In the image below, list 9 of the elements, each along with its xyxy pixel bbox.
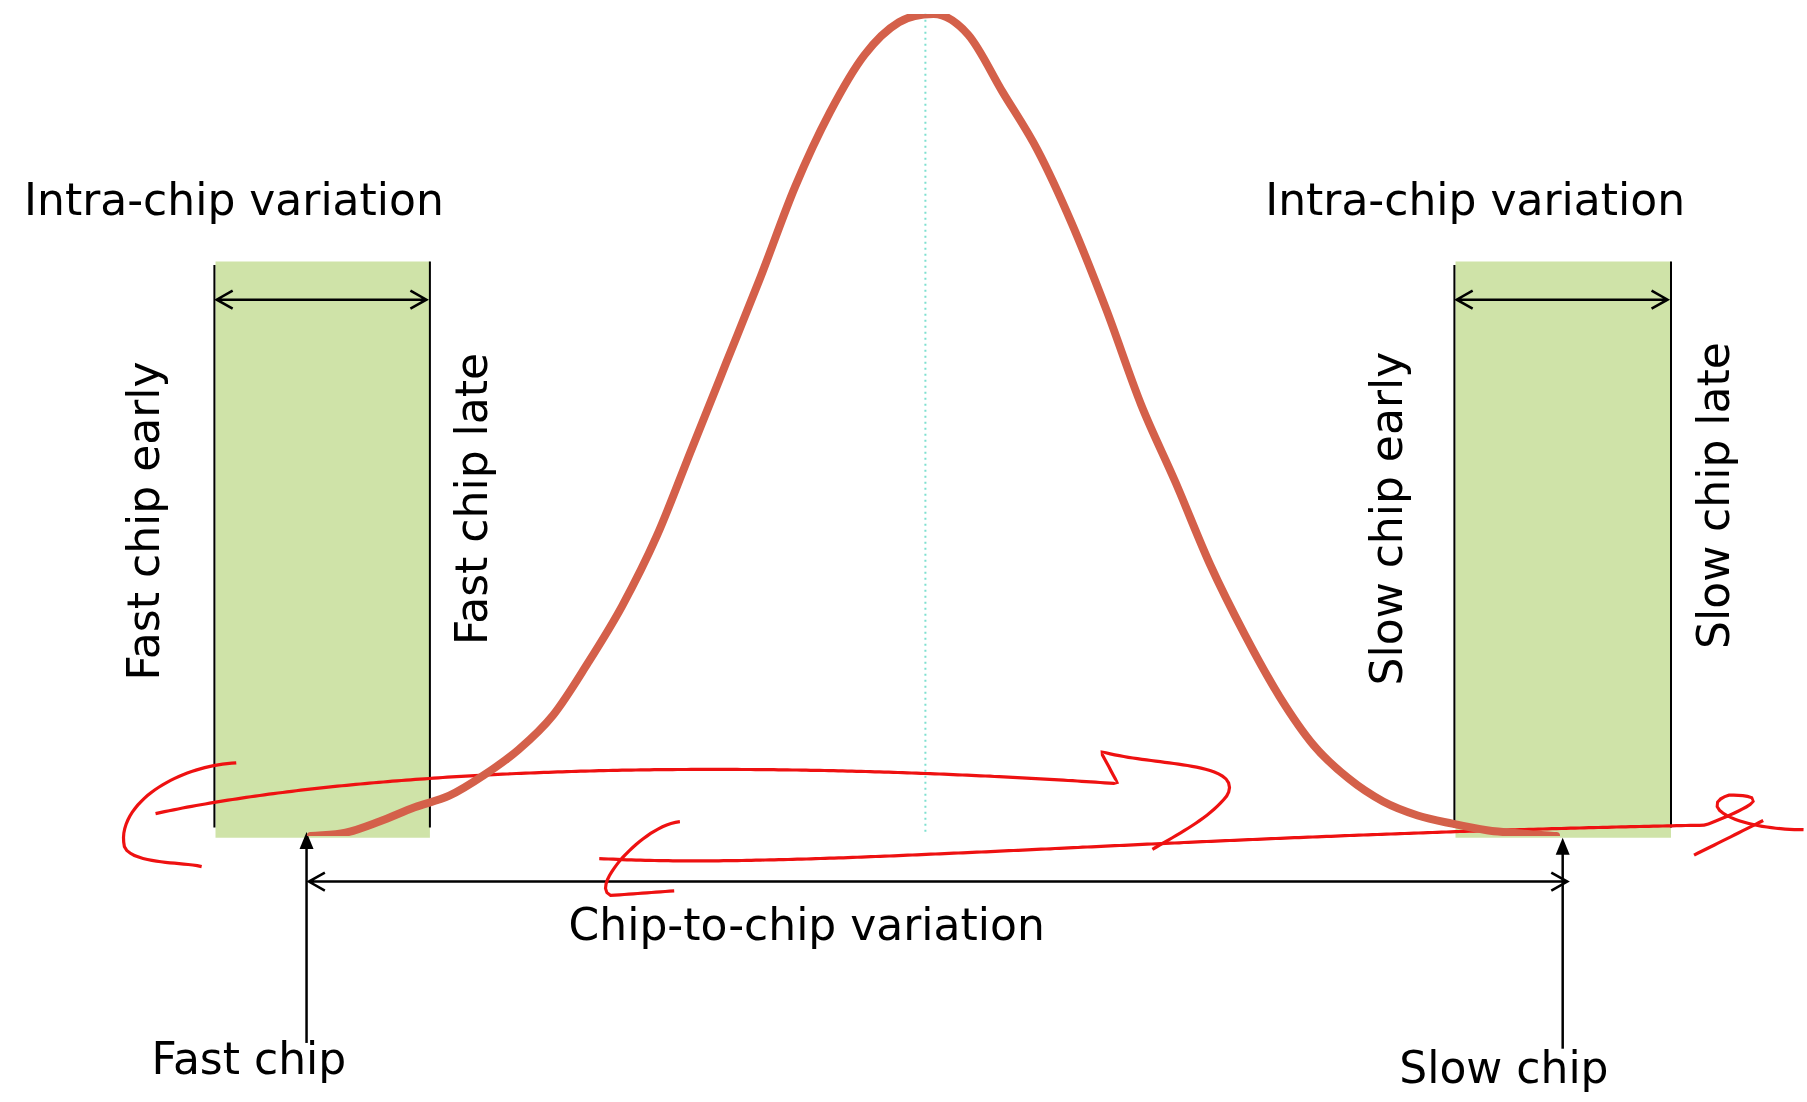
text: Fast chip <box>151 1032 347 1084</box>
annotation: Intra-chip variation <box>24 174 444 226</box>
text: Chip-to-chip variation <box>568 899 1045 951</box>
annotation: Slow chip early <box>1361 351 1413 686</box>
annotation: Intra-chip variation <box>1265 174 1686 226</box>
annotation: Slow chip late <box>1687 342 1739 649</box>
text: Slow chip <box>1399 1042 1609 1094</box>
annotation: Fast chip late <box>446 352 498 646</box>
annotation: Fast chip early <box>117 361 169 681</box>
